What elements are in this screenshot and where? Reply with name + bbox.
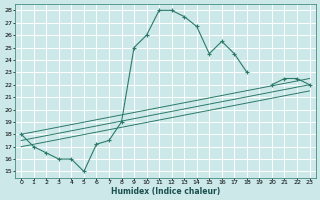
X-axis label: Humidex (Indice chaleur): Humidex (Indice chaleur) xyxy=(111,187,220,196)
